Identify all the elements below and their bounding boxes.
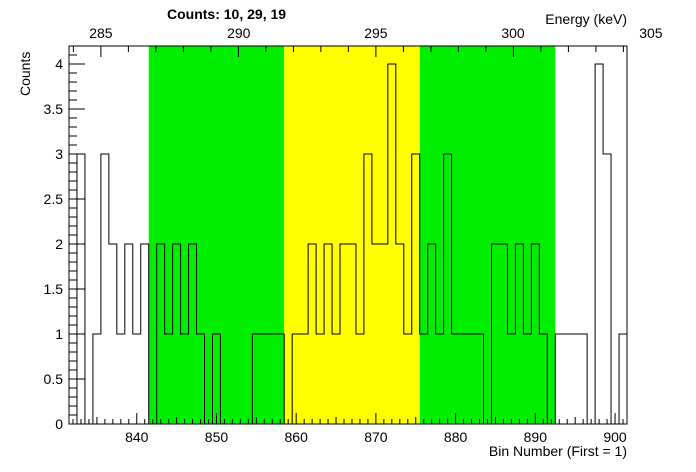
top-tick-label: 305 bbox=[639, 25, 663, 41]
top-tick-label: 295 bbox=[364, 25, 388, 41]
region-left-background bbox=[148, 46, 285, 424]
x-tick-label: 880 bbox=[444, 429, 468, 445]
y-tick-label: 0.5 bbox=[44, 371, 64, 387]
y-tick-label: 3.5 bbox=[44, 101, 64, 117]
top-tick-label: 285 bbox=[89, 25, 113, 41]
y-tick-label: 1.5 bbox=[44, 281, 64, 297]
y-tick-label: 2 bbox=[55, 236, 63, 252]
y-tick-label: 3 bbox=[55, 146, 63, 162]
y-tick-label: 1 bbox=[55, 326, 63, 342]
top-tick-label: 290 bbox=[227, 25, 251, 41]
x-tick-label: 870 bbox=[364, 429, 388, 445]
top-axis-label: Energy (keV) bbox=[545, 11, 627, 27]
y-tick-label: 2.5 bbox=[44, 191, 64, 207]
x-tick-label: 900 bbox=[603, 429, 627, 445]
chart-title: Counts: 10, 29, 19 bbox=[167, 6, 286, 22]
y-tick-label: 4 bbox=[55, 56, 63, 72]
x-tick-label: 850 bbox=[205, 429, 229, 445]
top-tick-label: 300 bbox=[501, 25, 525, 41]
x-axis-label: Bin Number (First = 1) bbox=[489, 443, 627, 459]
y-tick-label: 0 bbox=[55, 416, 63, 432]
y-axis-label: Counts bbox=[17, 52, 33, 96]
x-tick-label: 840 bbox=[125, 429, 149, 445]
region-peak bbox=[284, 46, 420, 424]
region-right-background bbox=[419, 46, 556, 424]
x-tick-label: 890 bbox=[524, 429, 548, 445]
x-tick-label: 860 bbox=[285, 429, 309, 445]
